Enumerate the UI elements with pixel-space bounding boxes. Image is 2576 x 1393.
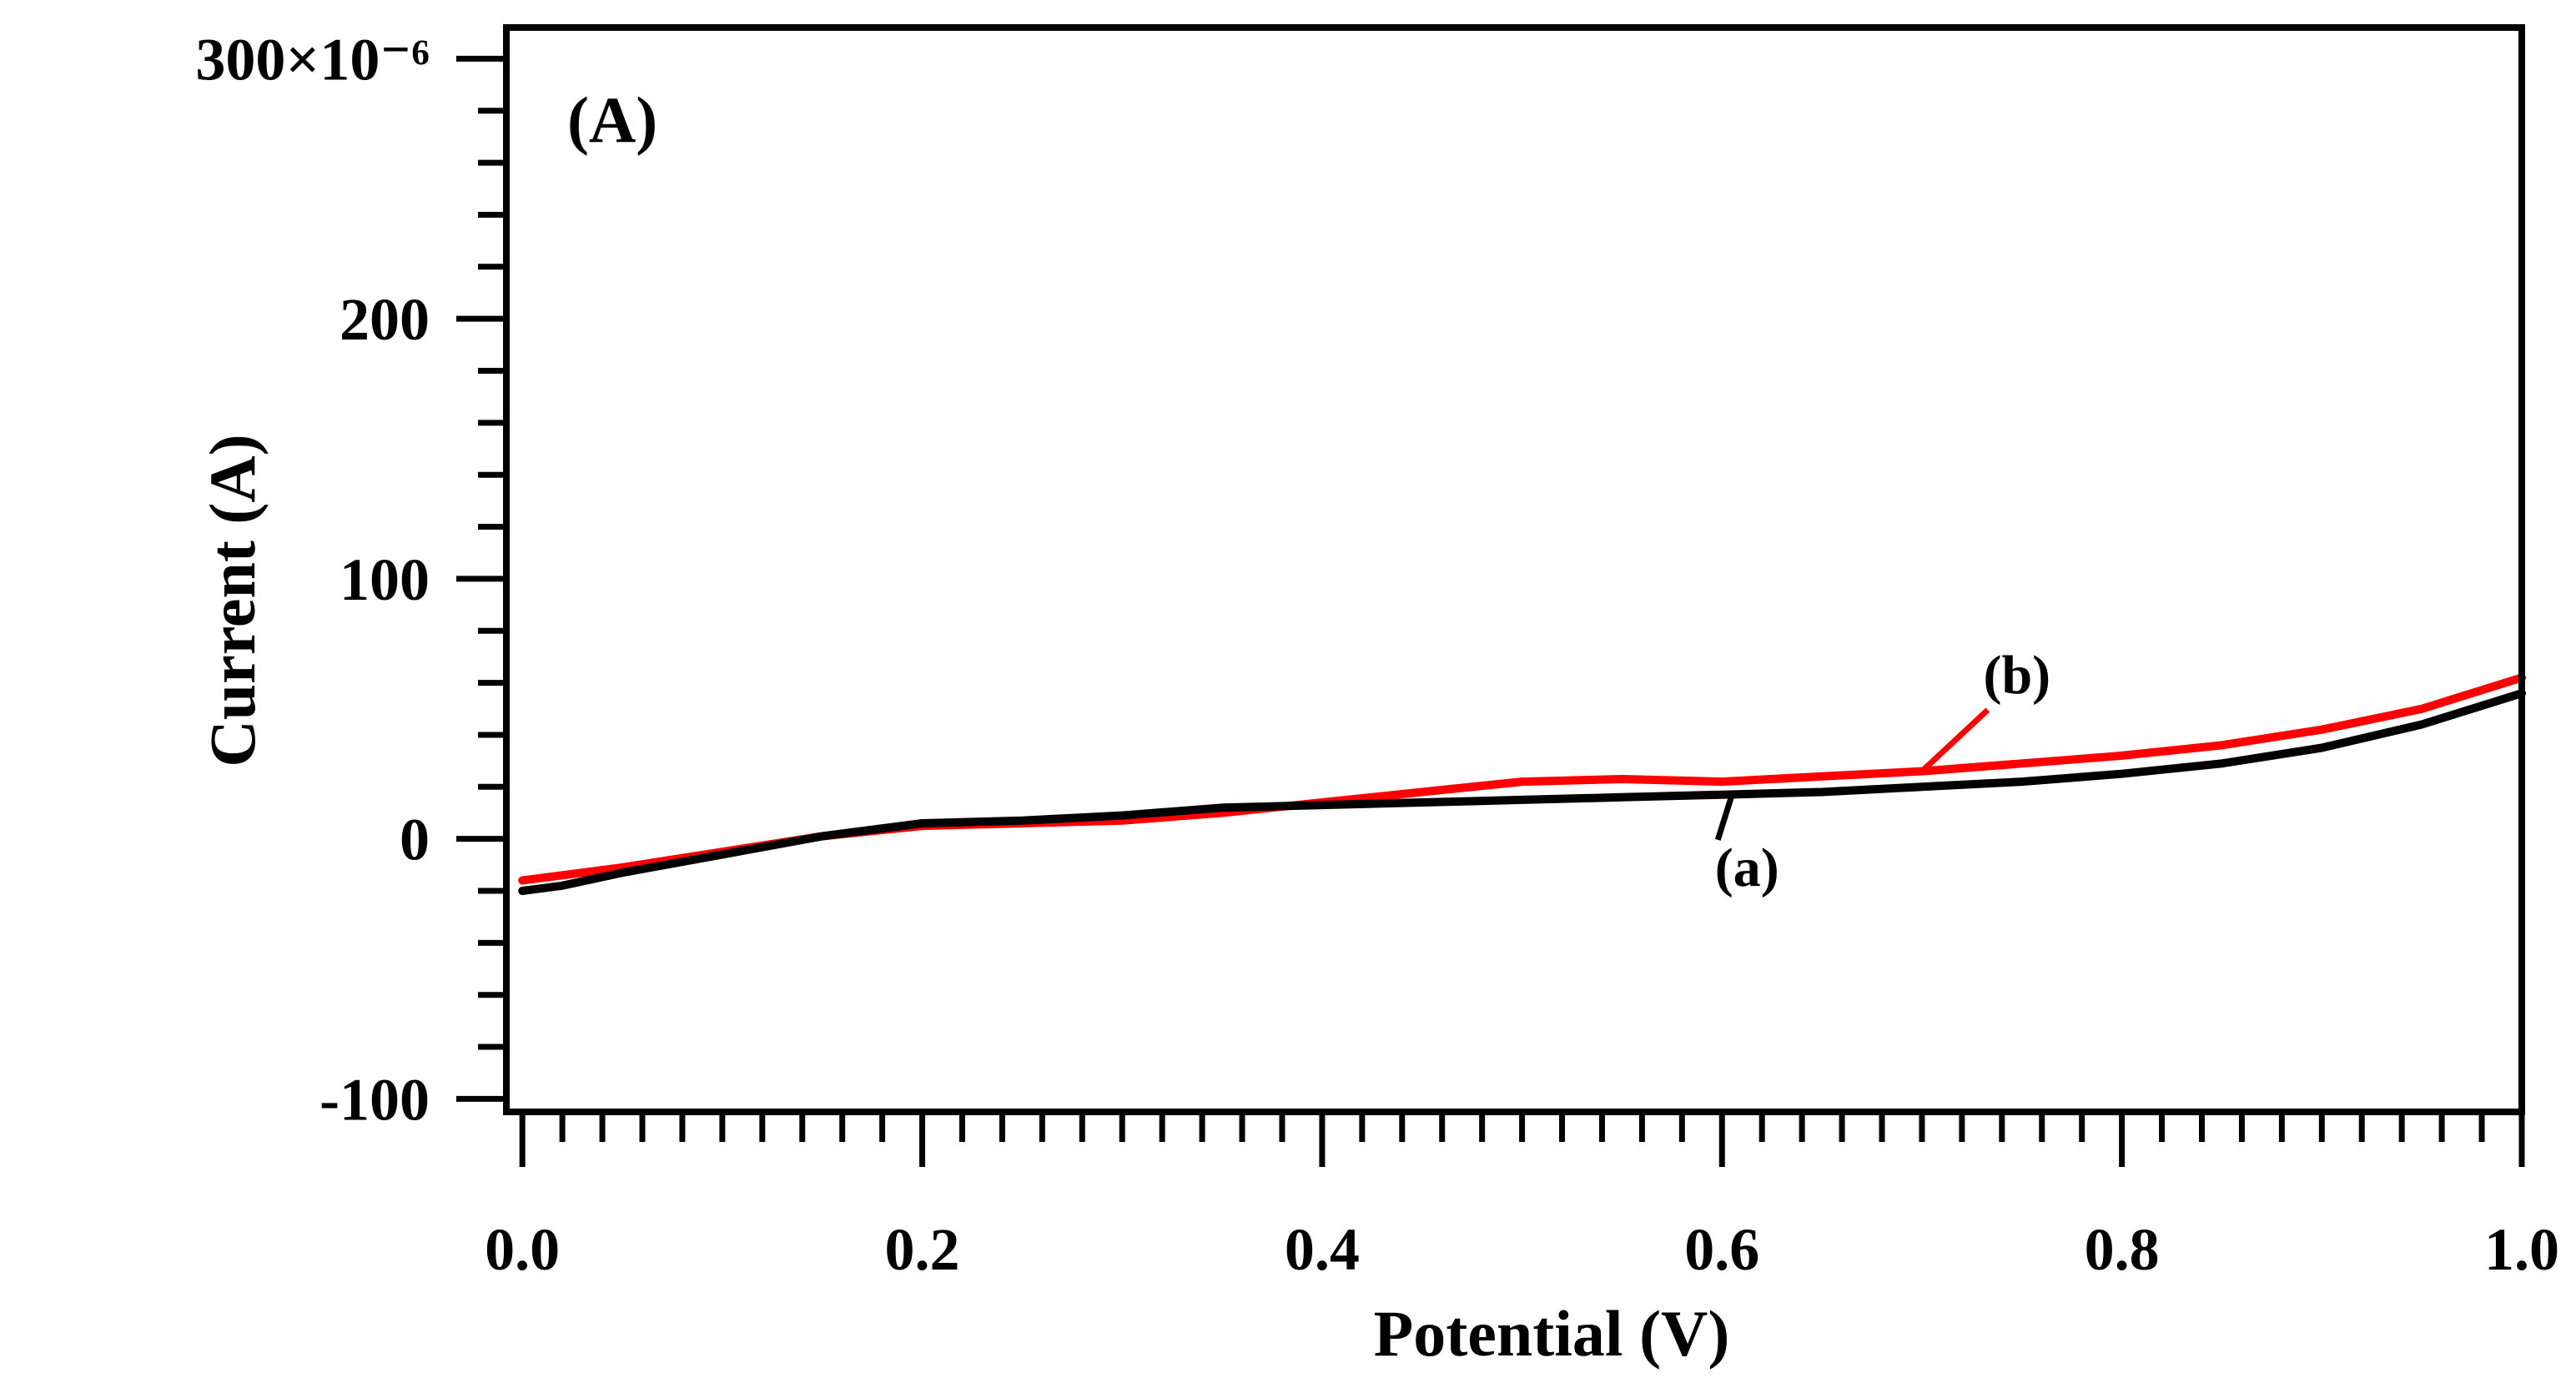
x-tick-label: 1.0 <box>2484 1216 2559 1283</box>
series-b-leader <box>1919 707 1990 774</box>
series-group: (b) (a) <box>518 645 2526 898</box>
series-a-line <box>518 689 2526 895</box>
series-a-leader <box>1714 793 1735 841</box>
y-tick-label: 300×10⁻⁶ <box>195 26 430 93</box>
x-tick-label: 0.2 <box>885 1216 960 1283</box>
x-tick-label: 0.8 <box>2085 1216 2160 1283</box>
panel-label: (A) <box>567 83 657 156</box>
series-b-line <box>518 673 2526 885</box>
y-axis-tick-labels: -100 0 100 200 300×10⁻⁶ <box>195 26 430 1133</box>
x-tick-label: 0.4 <box>1285 1216 1360 1283</box>
x-tick-label: 0.0 <box>485 1216 560 1283</box>
x-axis-tick-labels: 0.0 0.2 0.4 0.6 0.8 1.0 <box>485 1216 2559 1283</box>
y-tick-label: 200 <box>340 286 430 353</box>
y-tick-label: 0 <box>400 807 430 873</box>
series-b-label: (b) <box>1984 645 2051 706</box>
x-axis-title: Potential (V) <box>1374 1297 1730 1370</box>
x-tick-label: 0.6 <box>1684 1216 1759 1283</box>
y-tick-label: 100 <box>340 546 430 613</box>
series-a-label: (a) <box>1715 837 1779 898</box>
y-tick-label: -100 <box>319 1066 430 1133</box>
y-axis-title: Current (A) <box>196 434 269 767</box>
x-axis-ticks <box>519 1115 2525 1167</box>
plot-frame <box>503 24 2525 1115</box>
y-axis-ticks <box>456 55 503 1102</box>
